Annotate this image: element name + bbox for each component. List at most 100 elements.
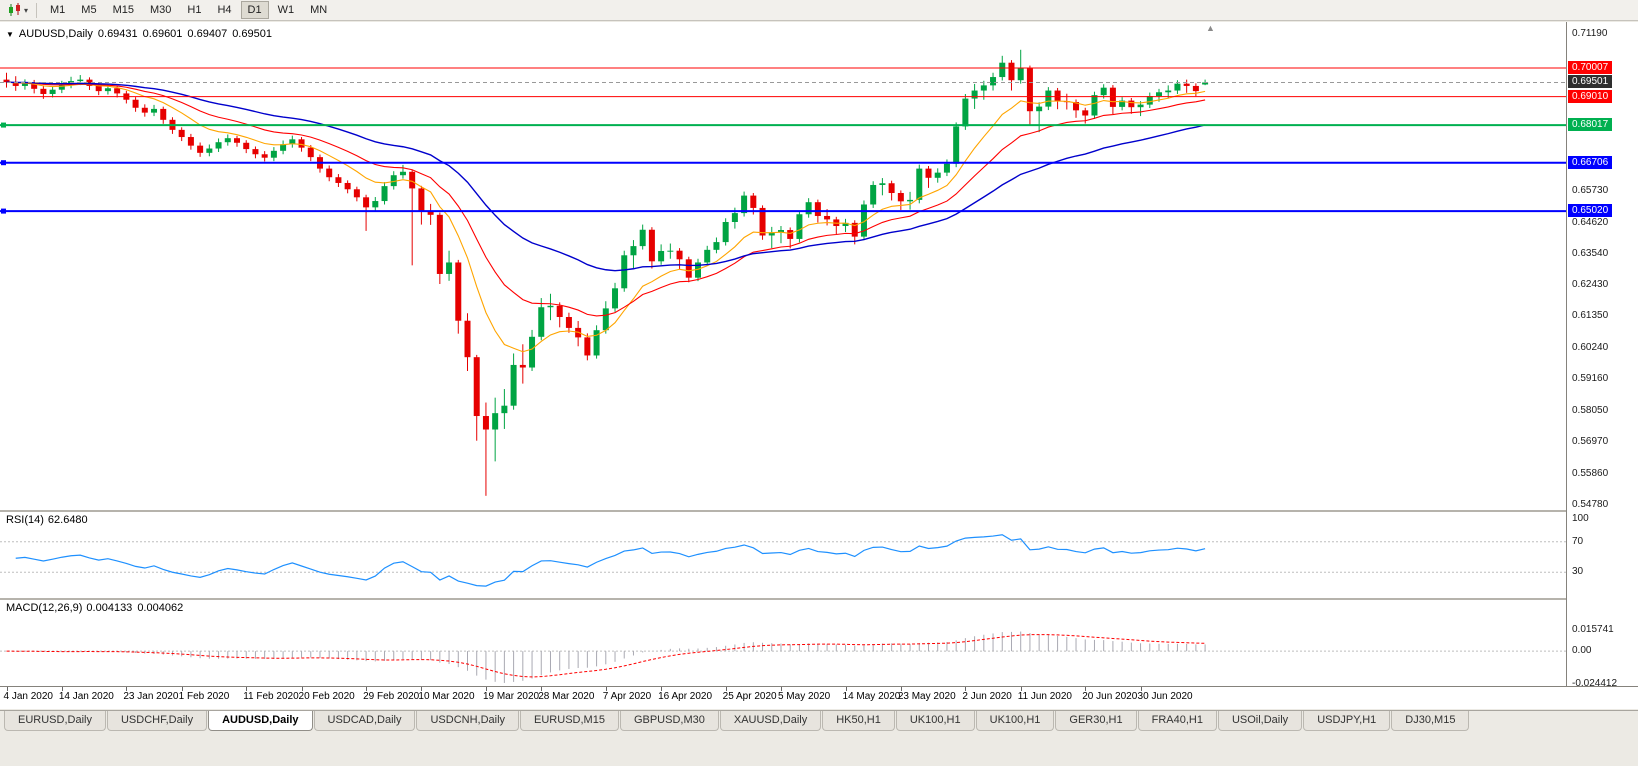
chart-tab-hk50-h1[interactable]: HK50,H1 <box>822 711 895 731</box>
timeframe-button-m30[interactable]: M30 <box>149 4 172 16</box>
main-chart-plot[interactable] <box>0 22 1566 510</box>
time-axis-tick <box>1020 687 1022 691</box>
time-axis-label: 10 Mar 2020 <box>418 691 475 702</box>
price-axis-tick: 0.55860 <box>1572 468 1609 479</box>
time-axis-tick <box>900 687 902 691</box>
price-axis-tick: 0.65730 <box>1572 184 1609 196</box>
chart-area[interactable]: ▼ AUDUSD,Daily 0.69431 0.69601 0.69407 0.6950… <box>0 22 1638 709</box>
time-axis-tick <box>1140 687 1142 691</box>
time-axis-label: 5 May 2020 <box>777 691 831 702</box>
timeframe-button-m5[interactable]: M5 <box>81 4 97 16</box>
time-axis-label: 11 Jun 2020 <box>1017 691 1072 702</box>
chart-tab-uk100-h1[interactable]: UK100,H1 <box>975 711 1055 731</box>
hline-price-label: 0.66706 <box>1568 155 1613 169</box>
time-axis-tick <box>1085 687 1087 691</box>
toolbar: ▾ M1 M5 M15 M30 H1 H4 D1 W1 MN <box>0 0 1638 21</box>
one-click-trading-toggle-icon[interactable]: ▼ <box>6 30 14 39</box>
rsi-indicator-plot[interactable] <box>0 512 1566 598</box>
chart-tab-usdchf-daily[interactable]: USDCHF,Daily <box>106 711 208 731</box>
chart-tab-audusd-daily[interactable]: AUDUSD,Daily <box>208 711 313 731</box>
time-axis-tick <box>605 687 607 691</box>
price-axis-tick: 0.62430 <box>1572 279 1609 291</box>
macd-label: MACD(12,26,9) <box>6 602 83 614</box>
price-axis-tick: 0.61350 <box>1572 310 1609 322</box>
panel-splitter[interactable] <box>0 510 1566 513</box>
ohlc-close: 0.69501 <box>232 28 272 40</box>
timeframe-button-m15[interactable]: M15 <box>112 4 134 16</box>
candlestick-chart-icon <box>9 3 20 16</box>
time-axis-tick <box>246 687 248 691</box>
time-axis-label: 4 Jan 2020 <box>3 691 54 702</box>
chevron-down-icon: ▾ <box>24 5 29 15</box>
rsi-axis-label: 100 <box>1572 513 1589 524</box>
time-axis-label: 20 Jun 2020 <box>1082 691 1138 702</box>
time-axis-label: 25 Apr 2020 <box>722 691 777 702</box>
time-axis-tick <box>61 687 63 691</box>
price-axis[interactable]: 0.71190 0.65730 0.64620 0.63540 0.62430 0.613… <box>1566 22 1638 689</box>
chart-shift-marker-icon[interactable]: ▲ <box>1206 23 1215 33</box>
chart-tab-gbpusd-m30[interactable]: GBPUSD,M30 <box>619 711 719 731</box>
price-axis-tick: 0.59160 <box>1572 373 1609 385</box>
chart-type-icon[interactable]: ▾ <box>4 2 31 18</box>
time-axis-tick <box>661 687 663 691</box>
ohlc-open: 0.69431 <box>97 28 138 40</box>
time-axis-label: 11 Feb 2020 <box>243 691 299 702</box>
macd-axis-label: -0.024412 <box>1572 678 1618 689</box>
timeframe-buttons: M1 M5 M15 M30 H1 H4 D1 W1 MN <box>42 1 335 19</box>
hline-price-label: 0.69010 <box>1568 89 1613 103</box>
chart-tab-usoil-daily[interactable]: USOil,Daily <box>1217 711 1303 731</box>
chart-tab-uk100-h1[interactable]: UK100,H1 <box>895 711 975 731</box>
time-axis-label: 23 May 2020 <box>897 691 956 702</box>
chart-tab-eurusd-daily[interactable]: EURUSD,Daily <box>4 711 106 731</box>
chart-tab-xauusd-daily[interactable]: XAUUSD,Daily <box>719 711 822 731</box>
time-axis-tick <box>845 687 847 691</box>
time-axis-tick <box>126 687 128 691</box>
timeframe-button-h4[interactable]: H4 <box>217 4 232 16</box>
chart-tab-usdcnh-daily[interactable]: USDCNH,Daily <box>416 711 520 731</box>
chart-tab-bar: EURUSD,Daily USDCHF,Daily AUDUSD,Daily USDC… <box>0 711 1638 733</box>
time-axis-label: 16 Apr 2020 <box>658 691 713 702</box>
timeframe-button-h1[interactable]: H1 <box>187 4 202 16</box>
price-axis-tick: 0.58050 <box>1572 405 1609 417</box>
symbol-label: AUDUSD,Daily <box>18 28 93 40</box>
chart-tab-ger30-h1[interactable]: GER30,H1 <box>1055 711 1137 731</box>
macd-value-2: 0.004062 <box>137 602 184 614</box>
time-axis-tick <box>181 687 183 691</box>
panel-splitter[interactable] <box>0 598 1566 601</box>
chart-tab-usdcad-daily[interactable]: USDCAD,Daily <box>313 711 416 731</box>
timeframe-button-mn[interactable]: MN <box>310 4 328 16</box>
chart-tab-fra40-h1[interactable]: FRA40,H1 <box>1137 711 1217 731</box>
time-axis-tick <box>780 687 782 691</box>
macd-indicator-plot[interactable] <box>0 600 1566 686</box>
macd-axis-label: 0.00 <box>1572 645 1592 657</box>
price-axis-tick: 0.63540 <box>1572 247 1609 259</box>
rsi-value: 62.6480 <box>47 514 88 526</box>
chart-tab-usdjpy-h1[interactable]: USDJPY,H1 <box>1303 711 1391 731</box>
price-axis-tick: 0.54780 <box>1572 499 1609 510</box>
chart-tab-dj30-m15[interactable]: DJ30,M15 <box>1391 711 1470 731</box>
timeframe-button-m1[interactable]: M1 <box>50 4 66 16</box>
price-axis-tick: 0.71190 <box>1572 28 1608 39</box>
current-price-label: 0.69501 <box>1568 75 1613 89</box>
timeframe-button-d1[interactable]: D1 <box>240 1 269 19</box>
time-axis-label: 7 Apr 2020 <box>602 691 652 702</box>
time-axis-tick <box>541 687 543 691</box>
price-axis-tick: 0.56970 <box>1572 436 1609 448</box>
macd-value-1: 0.004133 <box>86 602 133 614</box>
hline-price-label: 0.68017 <box>1568 118 1613 132</box>
timeframe-button-w1[interactable]: W1 <box>277 4 295 16</box>
toolbar-separator <box>36 2 38 18</box>
time-axis-tick <box>725 687 727 691</box>
chart-tab-eurusd-m15[interactable]: EURUSD,M15 <box>520 711 619 731</box>
time-axis-tick <box>965 687 967 691</box>
time-axis-tick <box>421 687 423 691</box>
tab-bar-divider <box>0 710 1638 711</box>
time-axis-label: 19 Mar 2020 <box>482 691 540 702</box>
time-axis[interactable]: 4 Jan 2020 14 Jan 2020 23 Jan 2020 1 Feb 20… <box>0 686 1638 709</box>
time-axis-label: 14 May 2020 <box>842 691 901 702</box>
time-axis-label: 2 Jun 2020 <box>962 691 1012 702</box>
time-axis-label: 29 Feb 2020 <box>363 691 420 702</box>
time-axis-tick <box>366 687 368 691</box>
rsi-label: RSI(14) <box>6 514 44 526</box>
